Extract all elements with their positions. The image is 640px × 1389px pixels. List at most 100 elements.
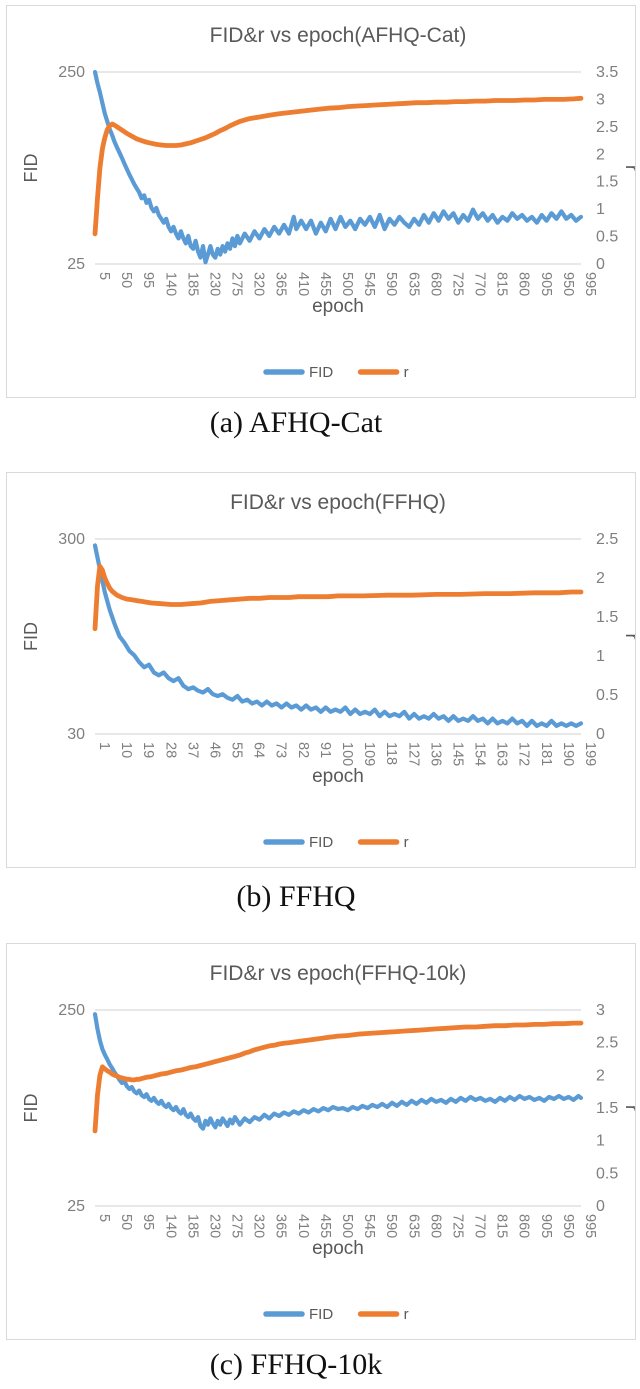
- right-axis-tick-label: 1: [596, 648, 605, 665]
- chart-panel-ffhq-10k: FID&r vs epoch(FFHQ-10k) 250 25 3 2.5 2 1.5 1 0.…: [6, 943, 636, 1340]
- left-axis-tick-label: 25: [67, 256, 85, 273]
- x-axis-tick-label: 860: [516, 1214, 532, 1238]
- x-axis-tick-label: 230: [207, 272, 223, 296]
- x-axis-tick-label: 365: [273, 272, 289, 296]
- x-axis-tick-label: 50: [118, 1214, 134, 1230]
- x-axis-tick-label: 118: [383, 742, 399, 765]
- left-axis-tick-label: 25: [67, 1198, 85, 1215]
- legend-label-FID: FID: [309, 364, 333, 381]
- x-axis-tick-label: 50: [118, 272, 134, 288]
- right-axis-tick-label: 2: [596, 570, 605, 587]
- x-axis-tick-label: 127: [405, 742, 421, 766]
- caption-ffhq: (b) FFHQ: [236, 880, 356, 913]
- x-axis-tick-label: 590: [383, 272, 399, 296]
- x-axis-tick-label: 1: [96, 742, 112, 750]
- x-axis-tick-label: 5: [96, 272, 112, 280]
- right-axis-tick-label: 0.5: [596, 1165, 618, 1182]
- x-axis-tick-label: 275: [229, 1214, 245, 1238]
- right-axis-tick-label: 0.5: [596, 687, 618, 704]
- left-axis-title: FID: [21, 1094, 41, 1123]
- x-axis-title: epoch: [312, 1238, 364, 1259]
- right-axis-title: r: [622, 634, 635, 640]
- x-axis-tick-label: 55: [229, 742, 245, 758]
- x-axis-tick-label: 136: [427, 742, 443, 766]
- right-axis-tick-label: 2: [596, 1067, 605, 1084]
- legend-label-r: r: [404, 1306, 409, 1323]
- x-axis-tick-label: 100: [339, 742, 355, 766]
- x-axis-tick-label: 185: [184, 272, 200, 296]
- x-axis-tick-label: 230: [207, 1214, 223, 1238]
- chart-panel-afhq-cat: FID&r vs epoch(AFHQ-Cat) 250 25 3.5 3 2.5 2 1.5…: [6, 5, 636, 398]
- x-axis-tick-label: 145: [450, 742, 466, 766]
- x-axis-tick-label: 770: [472, 1214, 488, 1238]
- x-axis-tick-label: 140: [162, 1214, 178, 1238]
- afhq-cat-line-chart: FID&r vs epoch(AFHQ-Cat) 250 25 3.5 3 2.5 2 1.5…: [21, 24, 635, 381]
- x-axis-tick-label: 680: [427, 272, 443, 296]
- right-axis-tick-label: 3.5: [596, 64, 618, 81]
- x-axis-tick-label: 815: [494, 1214, 510, 1238]
- x-axis-tick-label: 154: [472, 742, 488, 766]
- x-axis-title: epoch: [312, 296, 364, 317]
- x-axis-tick-label: 320: [251, 272, 267, 296]
- x-axis-tick-label: 163: [494, 742, 510, 766]
- x-axis-tick-label: 95: [140, 1214, 156, 1230]
- right-axis-tick-label: 2.5: [596, 119, 618, 136]
- x-axis-tick-label: 860: [516, 272, 532, 296]
- x-axis-tick-label: 500: [339, 272, 355, 296]
- legend-label-FID: FID: [309, 834, 333, 851]
- left-axis-title: FID: [21, 154, 41, 183]
- x-axis-tick-label: 950: [560, 1214, 576, 1238]
- x-axis-tick-label: 725: [450, 272, 466, 296]
- right-axis-tick-label: 0.5: [596, 229, 618, 246]
- x-axis-tick-label: 815: [494, 272, 510, 296]
- caption-afhq-cat: (a) AFHQ-Cat: [209, 406, 383, 439]
- x-axis-tick-label: 545: [361, 272, 377, 296]
- x-axis-tick-label: 275: [229, 272, 245, 296]
- x-axis-tick-label: 109: [361, 742, 377, 766]
- x-axis-tick-label: 770: [472, 272, 488, 296]
- caption-ffhq-10k: (c) FFHQ-10k: [209, 1348, 383, 1381]
- x-axis-tick-label: 455: [317, 272, 333, 296]
- legend-label-r: r: [404, 834, 409, 851]
- x-axis-tick-label: 590: [383, 1214, 399, 1238]
- right-axis-tick-label: 2: [596, 146, 605, 163]
- x-axis-tick-label: 410: [295, 1214, 311, 1238]
- x-axis-tick-label: 19: [140, 742, 156, 758]
- x-axis-tick-label: 905: [538, 1214, 554, 1238]
- right-axis-tick-label: 1: [596, 201, 605, 218]
- x-axis-tick-label: 950: [560, 272, 576, 296]
- x-axis-tick-label: 500: [339, 1214, 355, 1238]
- right-axis-tick-label: 0: [596, 1198, 605, 1215]
- x-axis-tick-label: 905: [538, 272, 554, 296]
- x-axis-title: epoch: [312, 766, 364, 787]
- x-axis-tick-label: 995: [582, 1214, 598, 1238]
- x-axis-tick-label: 91: [317, 742, 333, 758]
- right-axis-tick-label: 3: [596, 91, 605, 108]
- x-axis-tick-label: 365: [273, 1214, 289, 1238]
- right-axis-tick-label: 1.5: [596, 1100, 618, 1117]
- x-axis-tick-label: 181: [538, 742, 554, 766]
- x-axis-tick-label: 635: [405, 1214, 421, 1238]
- x-axis-tick-label: 64: [251, 742, 267, 758]
- right-axis-tick-label: 1.5: [596, 174, 618, 191]
- right-axis-title: r: [622, 165, 635, 171]
- right-axis-tick-label: 0: [596, 726, 605, 743]
- x-axis-tick-label: 82: [295, 742, 311, 758]
- x-axis-tick-label: 95: [140, 272, 156, 288]
- right-axis-title: r: [622, 1105, 635, 1111]
- x-axis-tick-label: 995: [582, 272, 598, 296]
- x-axis-tick-label: 185: [184, 1214, 200, 1238]
- x-axis-tick-label: 37: [184, 742, 200, 758]
- right-axis-tick-label: 3: [596, 1002, 605, 1019]
- right-axis-tick-label: 2.5: [596, 531, 618, 548]
- left-axis-title: FID: [21, 622, 41, 651]
- FID-series-line: [92, 543, 584, 728]
- left-axis-tick-label: 30: [67, 726, 85, 743]
- left-axis-tick-label: 250: [58, 1002, 85, 1019]
- FID-series-line: [92, 1012, 584, 1131]
- legend-label-FID: FID: [309, 1306, 333, 1323]
- chart-title: FID&r vs epoch(FFHQ): [230, 491, 446, 514]
- chart-title: FID&r vs epoch(AFHQ-Cat): [210, 24, 467, 47]
- right-axis-tick-label: 1: [596, 1133, 605, 1150]
